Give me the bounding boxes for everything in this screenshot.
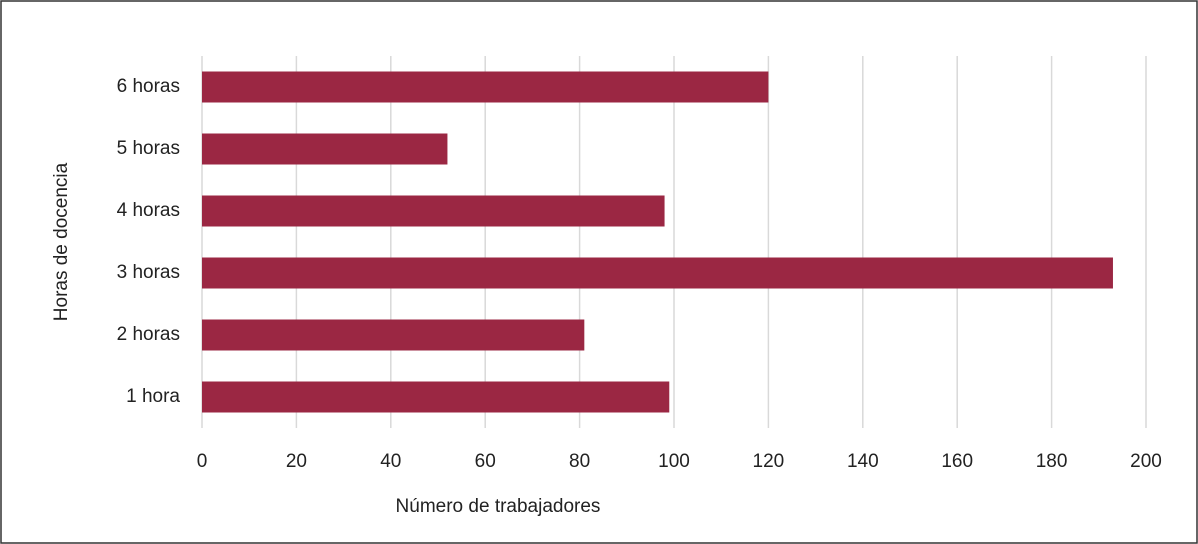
x-axis-title: Número de trabajadores xyxy=(396,496,601,517)
x-tick-label: 180 xyxy=(1036,451,1068,472)
x-tick-label: 40 xyxy=(380,451,401,472)
bar xyxy=(202,195,665,227)
y-tick-label: 4 horas xyxy=(117,200,180,221)
y-tick-label: 3 horas xyxy=(117,262,180,283)
bar xyxy=(202,319,585,351)
x-tick-label: 0 xyxy=(197,451,208,472)
x-tick-label: 120 xyxy=(753,451,785,472)
x-tick-label: 100 xyxy=(658,451,690,472)
x-tick-label: 200 xyxy=(1130,451,1162,472)
x-tick-label: 60 xyxy=(475,451,496,472)
y-tick-label: 1 hora xyxy=(126,386,180,407)
y-tick-label: 2 horas xyxy=(117,324,180,345)
bar xyxy=(202,133,448,165)
x-tick-label: 20 xyxy=(286,451,307,472)
x-tick-label: 140 xyxy=(847,451,879,472)
bar xyxy=(202,71,769,103)
x-tick-label: 160 xyxy=(941,451,973,472)
bar xyxy=(202,257,1113,289)
x-tick-label: 80 xyxy=(569,451,590,472)
y-tick-label: 5 horas xyxy=(117,138,180,159)
y-tick-label: 6 horas xyxy=(117,76,180,97)
y-axis-title: Horas de docencia xyxy=(51,162,72,321)
bar xyxy=(202,381,670,413)
